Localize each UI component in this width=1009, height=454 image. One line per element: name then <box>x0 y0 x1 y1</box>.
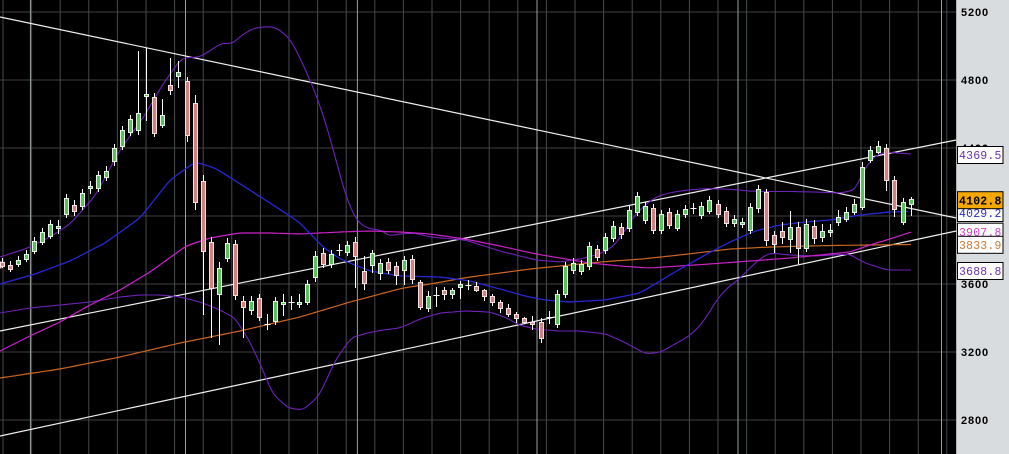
svg-text:4029.2: 4029.2 <box>959 208 1002 221</box>
svg-text:3833.9: 3833.9 <box>959 240 1002 253</box>
svg-text:5200: 5200 <box>961 7 989 19</box>
svg-text:4800: 4800 <box>961 75 989 87</box>
svg-text:4102.8: 4102.8 <box>959 195 1002 208</box>
svg-text:3600: 3600 <box>961 279 989 291</box>
svg-text:2800: 2800 <box>961 415 989 427</box>
svg-text:4369.5: 4369.5 <box>959 150 1002 163</box>
svg-text:3200: 3200 <box>961 347 989 359</box>
svg-text:3688.8: 3688.8 <box>959 266 1002 279</box>
